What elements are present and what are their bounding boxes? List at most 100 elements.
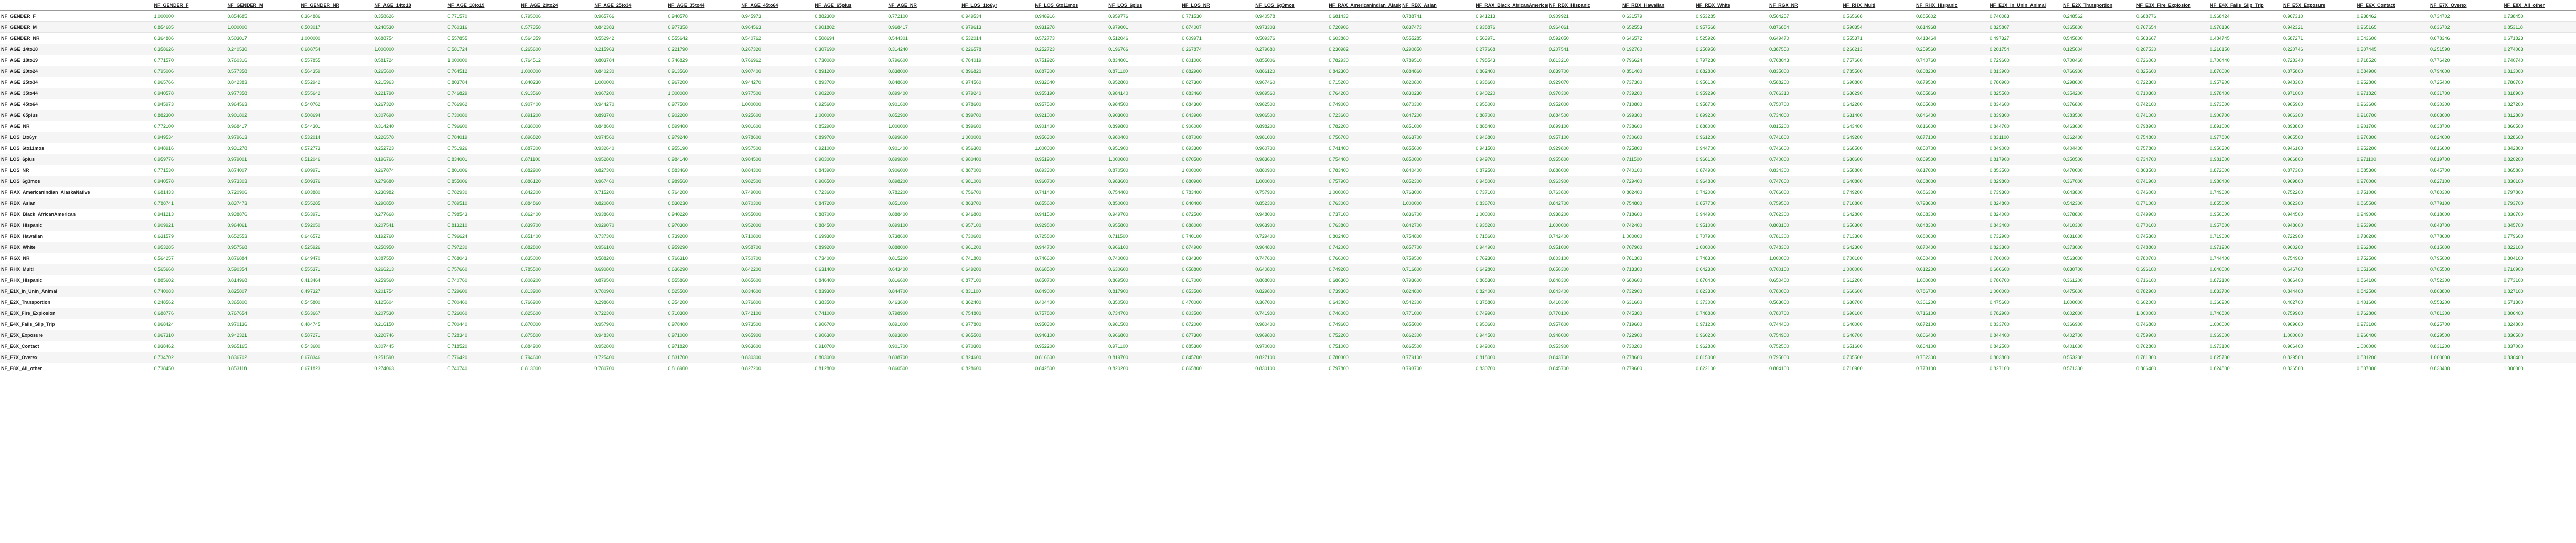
correlation-value-cell: 0.509376 — [1254, 32, 1328, 44]
correlation-value-cell: 0.565668 — [1842, 10, 1916, 22]
correlation-value-cell: 0.699300 — [1621, 110, 1695, 121]
correlation-value-cell: 0.872000 — [2209, 165, 2283, 176]
correlation-value-cell: 0.872000 — [1181, 319, 1255, 330]
correlation-value-cell: 1.000000 — [2282, 330, 2356, 341]
correlation-value-cell: 0.967200 — [593, 88, 667, 99]
correlation-value-cell: 0.870500 — [1107, 165, 1181, 176]
correlation-value-cell: 0.968417 — [887, 21, 961, 33]
correlation-value-cell: 0.734702 — [2429, 10, 2503, 22]
correlation-value-cell: 0.771570 — [446, 10, 520, 22]
correlation-value-cell: 0.836700 — [1401, 209, 1475, 220]
correlation-value-cell: 0.872500 — [1181, 209, 1255, 220]
correlation-value-cell: 0.699300 — [814, 231, 888, 242]
correlation-value-cell: 1.000000 — [226, 21, 300, 33]
correlation-value-cell: 0.942321 — [2282, 21, 2356, 33]
correlation-value-cell: 0.563667 — [300, 308, 373, 319]
correlation-value-cell: 0.571300 — [2062, 363, 2136, 374]
correlation-value-cell: 0.864100 — [2356, 275, 2429, 286]
correlation-value-cell: 0.816600 — [1915, 121, 1989, 132]
correlation-value-cell: 0.652553 — [1621, 21, 1695, 33]
correlation-matrix-table: NF_GENDER_F NF_GENDER_M NF_GENDER_NR NF_AGE… — [0, 0, 2576, 374]
correlation-value-cell: 0.707900 — [1695, 231, 1769, 242]
correlation-value-cell: 0.803800 — [2429, 286, 2503, 297]
correlation-value-cell: 0.754800 — [2135, 132, 2209, 143]
correlation-value-cell: 0.884860 — [1401, 66, 1475, 77]
correlation-value-cell: 0.812800 — [814, 363, 888, 374]
correlation-value-cell: 0.938600 — [1474, 77, 1548, 88]
correlation-value-cell: 0.957100 — [960, 220, 1034, 231]
correlation-value-cell: 0.957500 — [740, 143, 814, 154]
correlation-value-cell: 0.749900 — [2135, 209, 2209, 220]
correlation-value-cell: 0.734000 — [1768, 110, 1842, 121]
correlation-value-cell: 0.680600 — [1915, 231, 1989, 242]
correlation-value-cell: 0.716100 — [1915, 308, 1989, 319]
correlation-value-cell: 0.801006 — [446, 165, 520, 176]
correlation-value-cell: 0.738450 — [153, 363, 227, 374]
correlation-value-cell: 0.820800 — [593, 198, 667, 209]
correlation-value-cell: 1.000000 — [1254, 176, 1328, 187]
correlation-value-cell: 0.716800 — [1401, 264, 1475, 275]
correlation-value-cell: 0.700100 — [1768, 264, 1842, 275]
row-label: NF_AGE_18to19 — [0, 55, 153, 66]
correlation-value-cell: 0.540762 — [740, 32, 814, 44]
correlation-value-cell: 0.825600 — [2135, 66, 2209, 77]
correlation-value-cell: 0.862300 — [2282, 198, 2356, 209]
correlation-value-cell: 0.944500 — [2282, 209, 2356, 220]
correlation-value-cell: 0.577358 — [226, 66, 300, 77]
correlation-value-cell: 0.221790 — [373, 88, 447, 99]
correlation-value-cell: 0.378800 — [1474, 297, 1548, 308]
correlation-value-cell: 0.940220 — [1474, 88, 1548, 99]
correlation-value-cell: 0.938600 — [593, 209, 667, 220]
correlation-value-cell: 0.803500 — [2135, 165, 2209, 176]
correlation-value-cell: 0.813000 — [2502, 66, 2576, 77]
correlation-value-cell: 0.813000 — [520, 363, 594, 374]
correlation-value-cell: 0.850700 — [1915, 143, 1989, 154]
correlation-value-cell: 0.729600 — [1989, 55, 2062, 66]
correlation-value-cell: 0.710900 — [1842, 363, 1916, 374]
correlation-value-cell: 0.577358 — [520, 21, 594, 33]
correlation-value-cell: 0.952000 — [740, 220, 814, 231]
correlation-value-cell: 1.000000 — [1034, 143, 1108, 154]
correlation-value-cell: 0.553200 — [2429, 297, 2503, 308]
correlation-value-cell: 0.983600 — [1107, 176, 1181, 187]
correlation-value-cell: 1.000000 — [887, 121, 961, 132]
correlation-value-cell: 0.942321 — [226, 330, 300, 341]
correlation-value-cell: 0.974560 — [960, 77, 1034, 88]
correlation-value-cell: 1.000000 — [1548, 220, 1622, 231]
row-label: NF_E4X_Falls_Slip_Trip — [0, 319, 153, 330]
correlation-value-cell: 0.631600 — [2062, 231, 2136, 242]
correlation-value-cell: 0.251590 — [2429, 44, 2503, 55]
correlation-value-cell: 0.815200 — [1768, 121, 1842, 132]
correlation-value-cell: 0.938462 — [153, 341, 227, 352]
table-row: NF_E6X_Contact 0.938462 0.965165 0.543600 0.… — [0, 341, 2576, 352]
correlation-value-cell: 0.640000 — [2209, 264, 2283, 275]
correlation-value-cell: 0.929800 — [1548, 143, 1622, 154]
correlation-value-cell: 0.906500 — [1254, 110, 1328, 121]
correlation-value-cell: 0.966100 — [1107, 242, 1181, 253]
correlation-value-cell: 0.729400 — [1254, 231, 1328, 242]
correlation-value-cell: 1.000000 — [1621, 231, 1695, 242]
correlation-value-cell: 0.950600 — [1474, 319, 1548, 330]
correlation-value-cell: 0.274063 — [2502, 44, 2576, 55]
correlation-value-cell: 0.824000 — [1989, 209, 2062, 220]
correlation-value-cell: 0.837000 — [2502, 341, 2576, 352]
correlation-value-cell: 0.948000 — [1474, 176, 1548, 187]
correlation-value-cell: 0.827200 — [2502, 99, 2576, 110]
correlation-value-cell: 0.899400 — [667, 121, 741, 132]
correlation-value-cell: 0.764200 — [1328, 88, 1402, 99]
correlation-value-cell: 0.793700 — [1401, 363, 1475, 374]
correlation-value-cell: 0.888000 — [1548, 165, 1622, 176]
correlation-value-cell: 0.581724 — [373, 55, 447, 66]
correlation-value-cell: 0.901802 — [814, 21, 888, 33]
correlation-value-cell: 0.763000 — [1328, 198, 1402, 209]
correlation-value-cell: 0.983600 — [1254, 154, 1328, 165]
correlation-value-cell: 0.840230 — [520, 77, 594, 88]
table-row: NF_LOS_1to6yr 0.949534 0.979613 0.532014 0.2… — [0, 132, 2576, 143]
correlation-value-cell: 0.739300 — [1328, 286, 1402, 297]
correlation-value-cell: 0.851400 — [520, 231, 594, 242]
table-row: NF_AGE_35to44 0.940578 0.977358 0.555642 0.2… — [0, 88, 2576, 99]
correlation-value-cell: 0.853118 — [2502, 21, 2576, 33]
correlation-value-cell: 0.952000 — [1548, 99, 1622, 110]
table-row: NF_RBX_Hispanic 0.909921 0.964061 0.592050 0… — [0, 220, 2576, 231]
correlation-value-cell: 0.875800 — [520, 330, 594, 341]
